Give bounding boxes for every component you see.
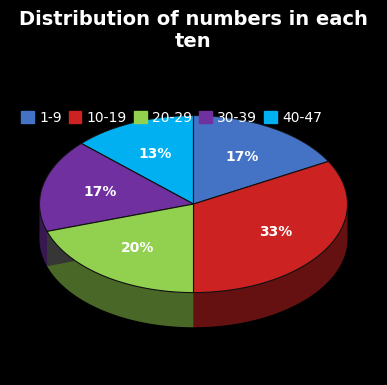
Text: 20%: 20%	[121, 241, 154, 256]
Ellipse shape	[39, 150, 348, 327]
Polygon shape	[194, 116, 329, 204]
Text: 33%: 33%	[259, 225, 292, 239]
Polygon shape	[39, 144, 194, 231]
Legend: 1-9, 10-19, 20-29, 30-39, 40-47: 1-9, 10-19, 20-29, 30-39, 40-47	[15, 105, 327, 130]
Text: 17%: 17%	[84, 185, 117, 199]
Polygon shape	[47, 231, 194, 327]
Polygon shape	[194, 205, 348, 327]
Polygon shape	[194, 161, 348, 293]
Polygon shape	[47, 204, 194, 266]
Polygon shape	[47, 204, 194, 266]
Text: 13%: 13%	[139, 147, 172, 161]
Text: Distribution of numbers in each
ten: Distribution of numbers in each ten	[19, 10, 368, 50]
Polygon shape	[81, 116, 194, 204]
Text: 17%: 17%	[225, 150, 259, 164]
Polygon shape	[47, 204, 194, 293]
Polygon shape	[39, 204, 47, 266]
